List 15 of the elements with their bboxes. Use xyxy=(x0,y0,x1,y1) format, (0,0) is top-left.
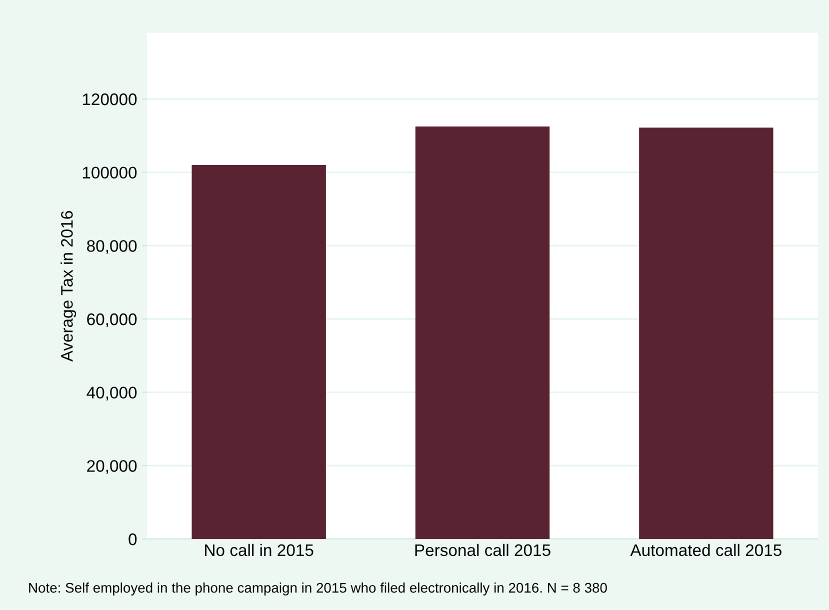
bar xyxy=(415,126,550,539)
y-tick-label: 0 xyxy=(128,533,137,546)
y-axis-title: Average Tax in 2016 xyxy=(60,211,76,362)
y-tick-label: 80,000 xyxy=(87,240,137,254)
y-tick-label: 120000 xyxy=(82,93,137,106)
x-tick-label: Automated call 2015 xyxy=(630,544,782,556)
y-tick-label: 60,000 xyxy=(87,313,137,328)
bar xyxy=(192,165,326,539)
y-tick-label: 20,000 xyxy=(87,460,137,474)
bar xyxy=(639,128,774,539)
x-tick-label: No call in 2015 xyxy=(205,544,314,556)
y-tick-label: 40,000 xyxy=(86,386,137,401)
x-tick-label: Personal call 2015 xyxy=(415,544,550,556)
y-tick-label: 100000 xyxy=(82,166,137,179)
text: Note: Self employed in the phone campaign in 2015 who filed electronically in 2016. N = 8 380 xyxy=(29,582,607,596)
